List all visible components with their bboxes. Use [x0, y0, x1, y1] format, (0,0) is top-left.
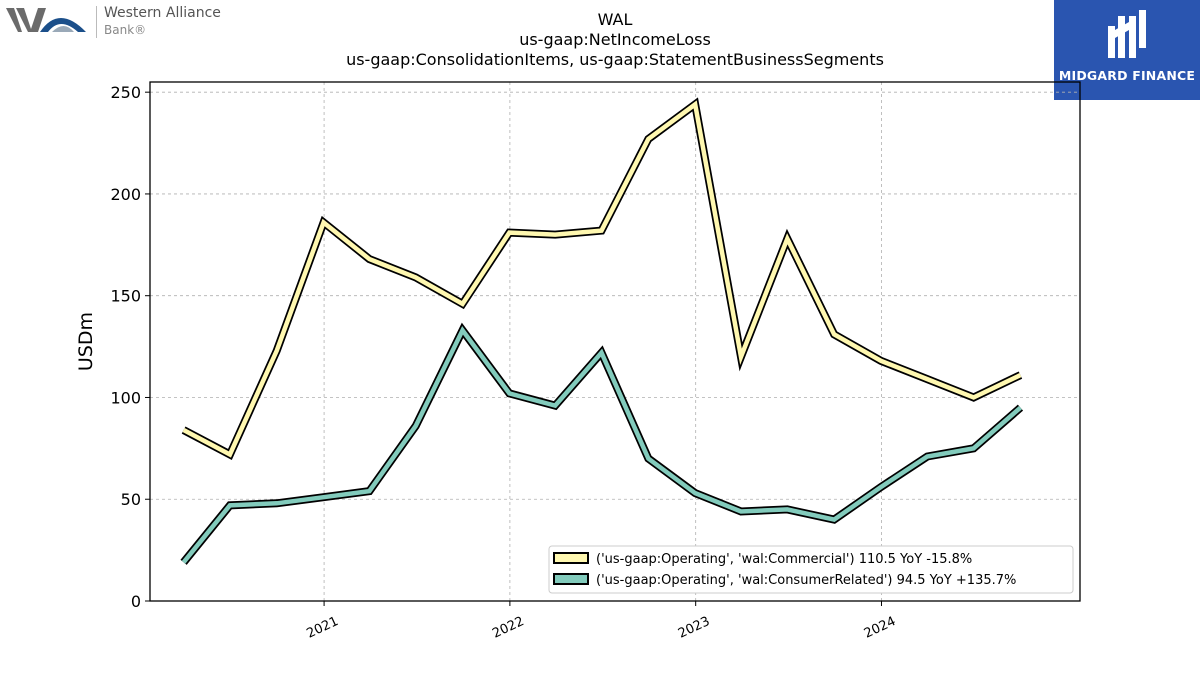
- midgard-logo-mark-icon: [1108, 10, 1146, 58]
- wal-logo-line2: Bank®: [104, 23, 147, 37]
- y-axis-label: USDm: [75, 312, 97, 371]
- logo-divider: [96, 6, 97, 38]
- legend-box: [548, 545, 1074, 594]
- legend-swatch: [553, 552, 589, 564]
- x-tick-label: 2023: [676, 614, 712, 642]
- legend-label: ('us-gaap:Operating', 'wal:ConsumerRelat…: [596, 573, 1016, 588]
- x-tick-label: 2022: [490, 614, 526, 642]
- y-tick-label: 200: [110, 185, 141, 204]
- x-tick-label: 2024: [862, 614, 898, 642]
- series-line-outline: [181, 97, 1023, 460]
- x-tick-label: 2021: [304, 614, 340, 642]
- chart-title-line-2: us-gaap:NetIncomeLoss: [519, 30, 711, 49]
- chart-title: WAL us-gaap:NetIncomeLoss us-gaap:Consol…: [265, 10, 965, 70]
- wal-logo-mark-icon: [6, 8, 86, 32]
- midgard-finance-logo: MIDGARD FINANCE: [1054, 0, 1200, 100]
- y-tick-label: 150: [110, 287, 141, 306]
- y-tick-label: 0: [131, 592, 141, 611]
- chart-title-line-1: WAL: [597, 10, 633, 29]
- y-tick-label: 50: [121, 490, 141, 509]
- plot-frame: [149, 81, 1081, 602]
- y-tick-label: 100: [110, 388, 141, 407]
- western-alliance-logo: Western Alliance Bank®: [4, 2, 234, 42]
- series-line-1: [182, 100, 1022, 458]
- legend-label: ('us-gaap:Operating', 'wal:Commercial') …: [596, 552, 972, 567]
- y-tick-label: 250: [110, 83, 141, 102]
- wal-logo-line1: Western Alliance: [104, 5, 221, 21]
- midgard-logo-text: MIDGARD FINANCE: [1058, 68, 1196, 83]
- legend-swatch: [553, 573, 589, 585]
- chart-title-line-3: us-gaap:ConsolidationItems, us-gaap:Stat…: [346, 50, 884, 69]
